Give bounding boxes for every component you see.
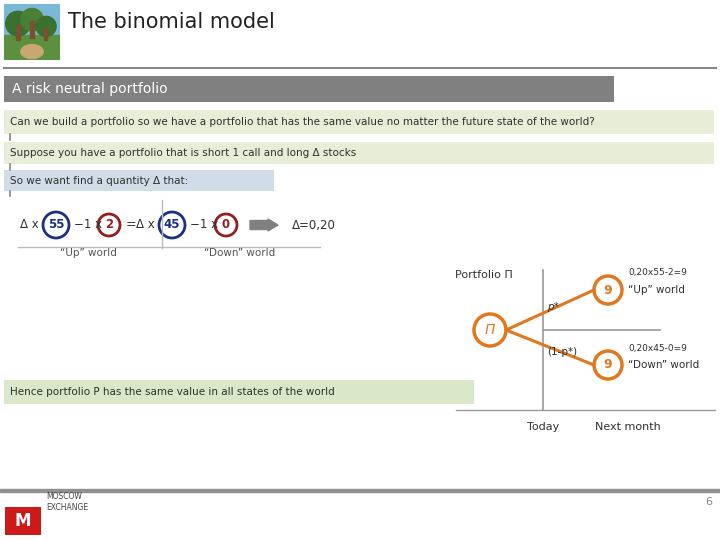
Circle shape [36, 16, 56, 37]
Text: p*: p* [547, 302, 559, 312]
Text: 45: 45 [163, 219, 180, 232]
Bar [30, 21, 34, 38]
Text: (1-p*): (1-p*) [547, 347, 577, 357]
Text: 0: 0 [222, 219, 230, 232]
Text: Can we build a portfolio so we have a portfolio that has the same value no matte: Can we build a portfolio so we have a po… [10, 117, 595, 127]
Ellipse shape [21, 45, 43, 59]
Text: MOSCOW
EXCHANGE: MOSCOW EXCHANGE [46, 492, 88, 512]
Circle shape [21, 9, 43, 31]
Bar [4, 170, 274, 191]
Bar [17, 25, 19, 40]
Text: Suppose you have a portfolio that is short 1 call and long Δ stocks: Suppose you have a portfolio that is sho… [10, 148, 356, 158]
Text: −1 x: −1 x [74, 219, 102, 232]
Text: “Down” world: “Down” world [204, 248, 276, 258]
Bar [4, 76, 614, 102]
Text: 6: 6 [705, 497, 712, 507]
Text: =: = [126, 219, 137, 232]
Text: Δ=0,20: Δ=0,20 [292, 219, 336, 232]
FancyArrow shape [250, 219, 278, 231]
Circle shape [6, 11, 30, 36]
Text: Π: Π [485, 323, 495, 337]
Text: 2: 2 [105, 219, 113, 232]
Bar [4, 380, 474, 404]
Text: The binomial model: The binomial model [68, 12, 275, 32]
Text: “Down” world: “Down” world [628, 360, 699, 370]
Bar [4, 35, 60, 60]
Bar [0, 489, 720, 492]
Text: Today: Today [527, 422, 559, 432]
Text: 0,20x55-2=9: 0,20x55-2=9 [628, 268, 687, 278]
Text: M: M [14, 512, 31, 530]
Text: A risk neutral portfolio: A risk neutral portfolio [12, 82, 168, 96]
Bar [45, 28, 47, 40]
Text: Next month: Next month [595, 422, 661, 432]
Text: 9: 9 [603, 359, 612, 372]
Bar [4, 4, 60, 35]
Text: Hence portfolio P has the same value in all states of the world: Hence portfolio P has the same value in … [10, 387, 335, 397]
Text: Portfolio Π: Portfolio Π [455, 270, 513, 280]
Text: Δ x: Δ x [136, 219, 155, 232]
Bar [4, 142, 714, 164]
Text: “Up” world: “Up” world [60, 248, 117, 258]
Text: Δ x: Δ x [20, 219, 39, 232]
Text: 55: 55 [48, 219, 64, 232]
Text: 0,20x45-0=9: 0,20x45-0=9 [628, 345, 687, 354]
Text: 9: 9 [603, 284, 612, 296]
Text: “Up” world: “Up” world [628, 285, 685, 295]
Text: So we want find a quantity Δ that:: So we want find a quantity Δ that: [10, 176, 188, 186]
Text: −1 x: −1 x [190, 219, 218, 232]
Bar [4, 110, 714, 134]
